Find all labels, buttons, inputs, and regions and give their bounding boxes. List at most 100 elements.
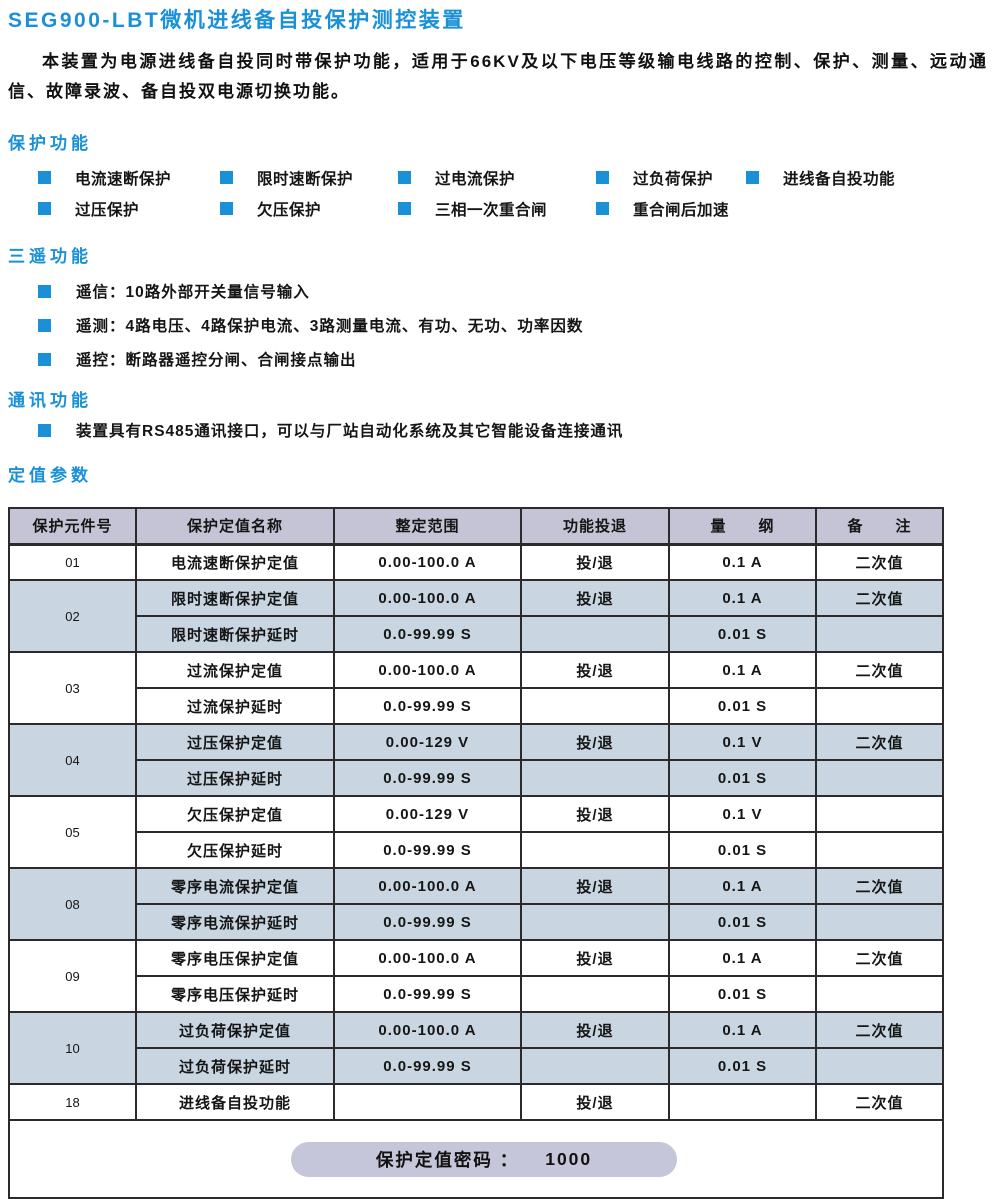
element-id-cell: 01 [8, 543, 137, 581]
element-id-cell: 09 [8, 939, 137, 1013]
toggle-cell: 投/退 [520, 867, 670, 905]
setting-name-cell: 限时速断保护延时 [135, 615, 335, 653]
telemetry-item: 遥信：10路外部开关量信号输入 [38, 274, 988, 308]
setting-name-cell: 欠压保护延时 [135, 831, 335, 869]
feature-item: 限时速断保护 [220, 167, 398, 189]
unit-cell: 0.1 A [668, 543, 817, 581]
telemetry-list: 遥信：10路外部开关量信号输入 遥测：4路电压、4路保护电流、3路测量电流、有功、… [38, 274, 988, 376]
unit-cell: 0.1 A [668, 651, 817, 689]
note-cell [815, 903, 944, 941]
setting-name-cell: 过流保护延时 [135, 687, 335, 725]
range-cell: 0.00-100.0 A [333, 1011, 522, 1049]
setting-name-cell: 零序电压保护定值 [135, 939, 335, 977]
bullet-square-icon [596, 202, 609, 215]
table-row: 欠压保护延时 0.0-99.99 S 0.01 S [9, 831, 944, 869]
setting-name-cell: 进线备自投功能 [135, 1083, 335, 1121]
unit-cell: 0.01 S [668, 903, 817, 941]
feature-item: 过压保护 [38, 198, 220, 220]
note-cell [815, 975, 944, 1013]
column-header: 功能投退 [520, 507, 670, 546]
password-cell: 保护定值密码 ： 1000 [8, 1119, 944, 1199]
table-row: 过流保护延时 0.0-99.99 S 0.01 S [9, 687, 944, 725]
note-cell: 二次值 [815, 1011, 944, 1049]
unit-cell: 0.1 A [668, 579, 817, 617]
item-label: 重合闸后加速 [633, 201, 730, 219]
comm-item: 装置具有RS485通讯接口，可以与厂站自动化系统及其它智能设备连接通讯 [38, 415, 988, 445]
element-id-cell: 18 [8, 1083, 137, 1121]
range-cell: 0.00-129 V [333, 723, 522, 761]
bullet-square-icon [746, 171, 759, 184]
setting-name-cell: 过负荷保护延时 [135, 1047, 335, 1085]
note-cell [815, 759, 944, 797]
feature-item: 进线备自投功能 [746, 167, 988, 189]
unit-cell: 0.01 S [668, 687, 817, 725]
bullet-square-icon [38, 202, 51, 215]
section-heading-settings: 定值参数 [8, 466, 92, 485]
toggle-cell [520, 831, 670, 869]
item-label: 欠压保护 [257, 201, 322, 219]
setting-name-cell: 零序电压保护延时 [135, 975, 335, 1013]
column-header: 量 纲 [668, 507, 817, 546]
element-id-cell: 04 [8, 723, 137, 797]
protection-feature-grid: 电流速断保护 限时速断保护 过电流保护 过负荷保护 进线备自投功能过压保护 欠压保护 三相一… [38, 162, 988, 224]
bullet-square-icon [38, 171, 51, 184]
setting-name-cell: 零序电流保护延时 [135, 903, 335, 941]
feature-item: 欠压保护 [220, 198, 398, 220]
toggle-cell: 投/退 [520, 795, 670, 833]
note-cell [815, 1047, 944, 1085]
telemetry-item: 遥测：4路电压、4路保护电流、3路测量电流、有功、无功、功率因数 [38, 308, 988, 342]
table-row: 10 过负荷保护定值 0.00-100.0 A 投/退 0.1 A 二次值 [8, 1011, 944, 1085]
range-cell: 0.0-99.99 S [333, 615, 522, 653]
intro-paragraph: 本装置为电源进线备自投同时带保护功能，适用于66KV及以下电压等级输电线路的控制… [8, 52, 988, 101]
unit-cell: 0.1 V [668, 723, 817, 761]
unit-cell: 0.1 A [668, 1011, 817, 1049]
setting-name-cell: 欠压保护定值 [135, 795, 335, 833]
bullet-square-icon [596, 171, 609, 184]
setting-name-cell: 过压保护定值 [135, 723, 335, 761]
note-cell: 二次值 [815, 543, 944, 581]
table-row: 零序电压保护延时 0.0-99.99 S 0.01 S [9, 975, 944, 1013]
feature-item: 三相一次重合闸 [398, 198, 596, 220]
toggle-cell: 投/退 [520, 651, 670, 689]
toggle-cell [520, 903, 670, 941]
table-row: 过负荷保护延时 0.0-99.99 S 0.01 S [9, 1047, 944, 1085]
table-row: 限时速断保护延时 0.0-99.99 S 0.01 S [9, 615, 944, 653]
column-header: 备 注 [815, 507, 944, 546]
range-cell [333, 1083, 522, 1121]
range-cell: 0.00-100.0 A [333, 939, 522, 977]
item-label: 进线备自投功能 [783, 170, 896, 188]
toggle-cell: 投/退 [520, 939, 670, 977]
table-row: 05 欠压保护定值 0.00-129 V 投/退 0.1 V [8, 795, 944, 869]
item-label: 过负荷保护 [633, 170, 714, 188]
note-cell [815, 615, 944, 653]
bullet-square-icon [38, 423, 51, 437]
note-cell [815, 687, 944, 725]
toggle-cell: 投/退 [520, 1011, 670, 1049]
table-row: 03 过流保护定值 0.00-100.0 A 投/退 0.1 A 二次值 [8, 651, 944, 725]
setting-name-cell: 零序电流保护定值 [135, 867, 335, 905]
item-label: 限时速断保护 [257, 170, 354, 188]
unit-cell: 0.01 S [668, 759, 817, 797]
note-cell: 二次值 [815, 867, 944, 905]
element-id-cell: 02 [8, 579, 137, 653]
password-value: 1000 [545, 1148, 593, 1169]
bullet-square-icon [220, 171, 233, 184]
item-label: 过电流保护 [435, 170, 516, 188]
toggle-cell [520, 975, 670, 1013]
item-label: 三相一次重合闸 [435, 201, 548, 219]
setting-name-cell: 过负荷保护定值 [135, 1011, 335, 1049]
element-id-cell: 10 [8, 1011, 137, 1085]
note-cell [815, 795, 944, 833]
feature-row: 电流速断保护 限时速断保护 过电流保护 过负荷保护 进线备自投功能 [38, 162, 988, 193]
settings-table-body: 01 电流速断保护定值 0.00-100.0 A 投/退 0.1 A 二次值 02 限时速断保… [8, 543, 944, 1121]
range-cell: 0.0-99.99 S [333, 903, 522, 941]
feature-item: 电流速断保护 [38, 167, 220, 189]
table-row: 04 过压保护定值 0.00-129 V 投/退 0.1 V 二次值 [8, 723, 944, 797]
toggle-cell [520, 687, 670, 725]
note-cell: 二次值 [815, 723, 944, 761]
setting-name-cell: 过压保护延时 [135, 759, 335, 797]
range-cell: 0.00-100.0 A [333, 867, 522, 905]
range-cell: 0.00-100.0 A [333, 651, 522, 689]
unit-cell: 0.1 A [668, 939, 817, 977]
